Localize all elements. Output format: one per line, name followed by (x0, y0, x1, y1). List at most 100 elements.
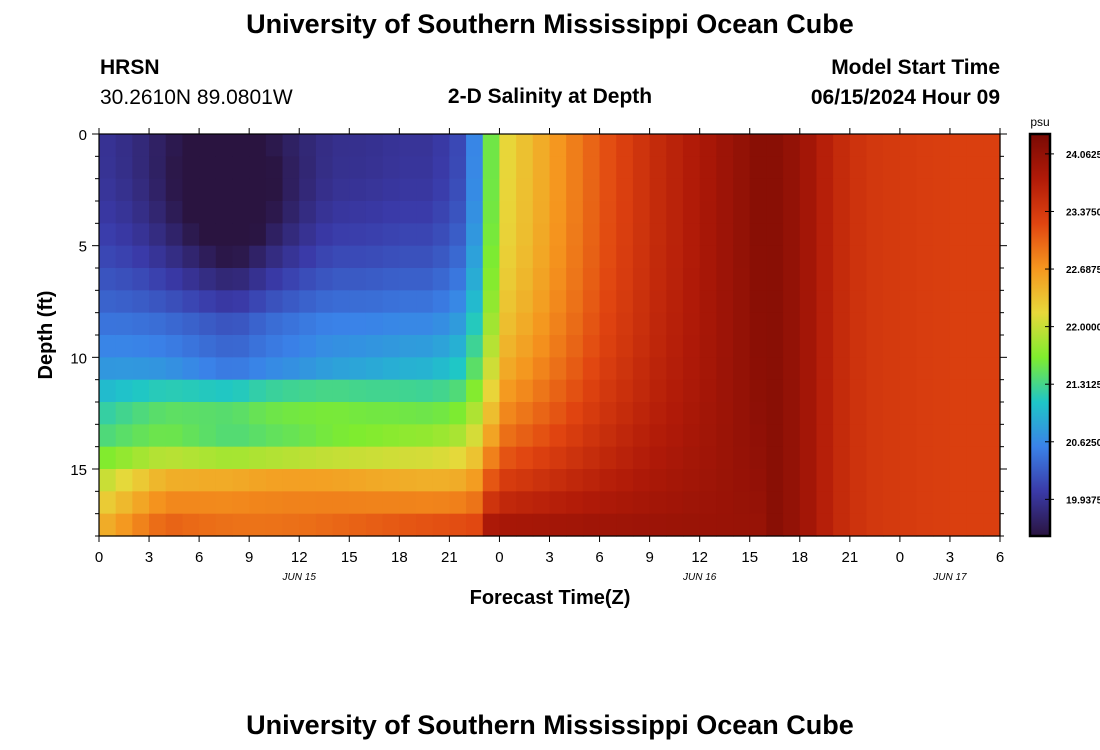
heatmap-cell (733, 424, 751, 448)
heatmap-cell (632, 402, 651, 425)
heatmap-cell (532, 491, 551, 515)
heatmap-cell (666, 245, 684, 269)
heatmap-cell (382, 268, 400, 291)
heatmap-cell (115, 312, 133, 336)
heatmap-cell (299, 245, 317, 269)
heatmap-cell (799, 245, 818, 269)
heatmap-cell (299, 312, 317, 336)
heatmap-cell (199, 290, 217, 314)
x-tick-label: 18 (391, 549, 408, 566)
heatmap-cell (149, 379, 167, 403)
heatmap-cell (833, 245, 851, 269)
heatmap-cell (749, 312, 768, 336)
heatmap-cell (549, 513, 567, 537)
heatmap-cell (349, 513, 367, 537)
heatmap-cell (899, 446, 918, 470)
heatmap-cell (482, 201, 501, 224)
heatmap-cell (866, 513, 884, 537)
heatmap-cell (232, 245, 250, 269)
heatmap-cell (282, 424, 300, 448)
heatmap-cell (199, 178, 217, 202)
heatmap-cell (265, 245, 284, 269)
heatmap-cell (916, 223, 934, 247)
heatmap-cell (783, 245, 801, 269)
heatmap-cell (899, 357, 918, 381)
heatmap-cell (682, 357, 701, 381)
heatmap-cell (265, 357, 284, 381)
heatmap-cell (315, 424, 334, 448)
heatmap-cell (499, 335, 517, 358)
heatmap-cell (399, 357, 417, 381)
heatmap-cell (299, 335, 317, 358)
heatmap-cell (315, 156, 334, 180)
heatmap-cell (349, 268, 367, 291)
heatmap-cell (816, 513, 834, 537)
heatmap-cell (315, 201, 334, 224)
colorbar: psu 24.0625 23.3750 22.6875 22.0000 21.3125 20… (1028, 115, 1100, 538)
heatmap-cell (416, 379, 434, 403)
heatmap-cell (299, 223, 317, 247)
heatmap-cell (666, 357, 684, 381)
heatmap-cell (883, 424, 901, 448)
heatmap-cell (699, 245, 717, 269)
heatmap-cell (115, 513, 133, 537)
heatmap-cell (833, 156, 851, 180)
heatmap-cell (365, 134, 384, 157)
heatmap-cell (883, 446, 901, 470)
heatmap-cell (833, 335, 851, 358)
model-start-label: Model Start Time (831, 56, 1000, 79)
heatmap-cell (983, 379, 1001, 403)
heatmap-cell (416, 424, 434, 448)
heatmap-cell (766, 513, 784, 537)
heatmap-cell (582, 491, 601, 515)
heatmap-cell (716, 446, 734, 470)
colorbar-tick-label: 19.9375 (1066, 495, 1100, 506)
heatmap-cell (265, 491, 284, 515)
heatmap-cell (799, 156, 818, 180)
heatmap-cell (849, 513, 868, 537)
heatmap-cell (849, 402, 868, 425)
heatmap-cell (215, 424, 234, 448)
heatmap-cell (566, 513, 584, 537)
heatmap-cell (783, 134, 801, 157)
heatmap-cell (449, 513, 467, 537)
heatmap-cell (215, 357, 234, 381)
heatmap-cell (849, 424, 868, 448)
heatmap-cell (215, 245, 234, 269)
heatmap-cell (682, 290, 701, 314)
heatmap-cell (149, 513, 167, 537)
heatmap-cell (99, 268, 117, 291)
heatmap-cell (799, 134, 818, 157)
heatmap-cell (382, 134, 400, 157)
heatmap-cell (215, 446, 234, 470)
heatmap-cell (682, 402, 701, 425)
heatmap-cell (482, 178, 501, 202)
heatmap-cell (582, 446, 601, 470)
heatmap-cell (883, 491, 901, 515)
heatmap-cell (365, 290, 384, 314)
x-tick-label: 9 (645, 549, 653, 566)
heatmap-cell (849, 446, 868, 470)
heatmap-cell (532, 335, 551, 358)
heatmap-cell (149, 134, 167, 157)
heatmap-cell (632, 134, 651, 157)
heatmap-cell (499, 156, 517, 180)
heatmap-cell (249, 402, 267, 425)
heatmap-cell (549, 156, 567, 180)
heatmap-cell (115, 268, 133, 291)
heatmap-cell (165, 513, 184, 537)
heatmap-cell (582, 290, 601, 314)
heatmap-cell (966, 268, 984, 291)
heatmap-cell (399, 402, 417, 425)
heatmap-cell (833, 290, 851, 314)
heatmap-cell (749, 402, 768, 425)
heatmap-cell (866, 290, 884, 314)
heatmap-cell (199, 402, 217, 425)
heatmap-cell (265, 446, 284, 470)
heatmap-cell (849, 469, 868, 492)
x-tick-label: 18 (791, 549, 808, 566)
heatmap-cell (566, 335, 584, 358)
heatmap-cell (365, 357, 384, 381)
heatmap-cell (382, 245, 400, 269)
heatmap-cell (783, 357, 801, 381)
